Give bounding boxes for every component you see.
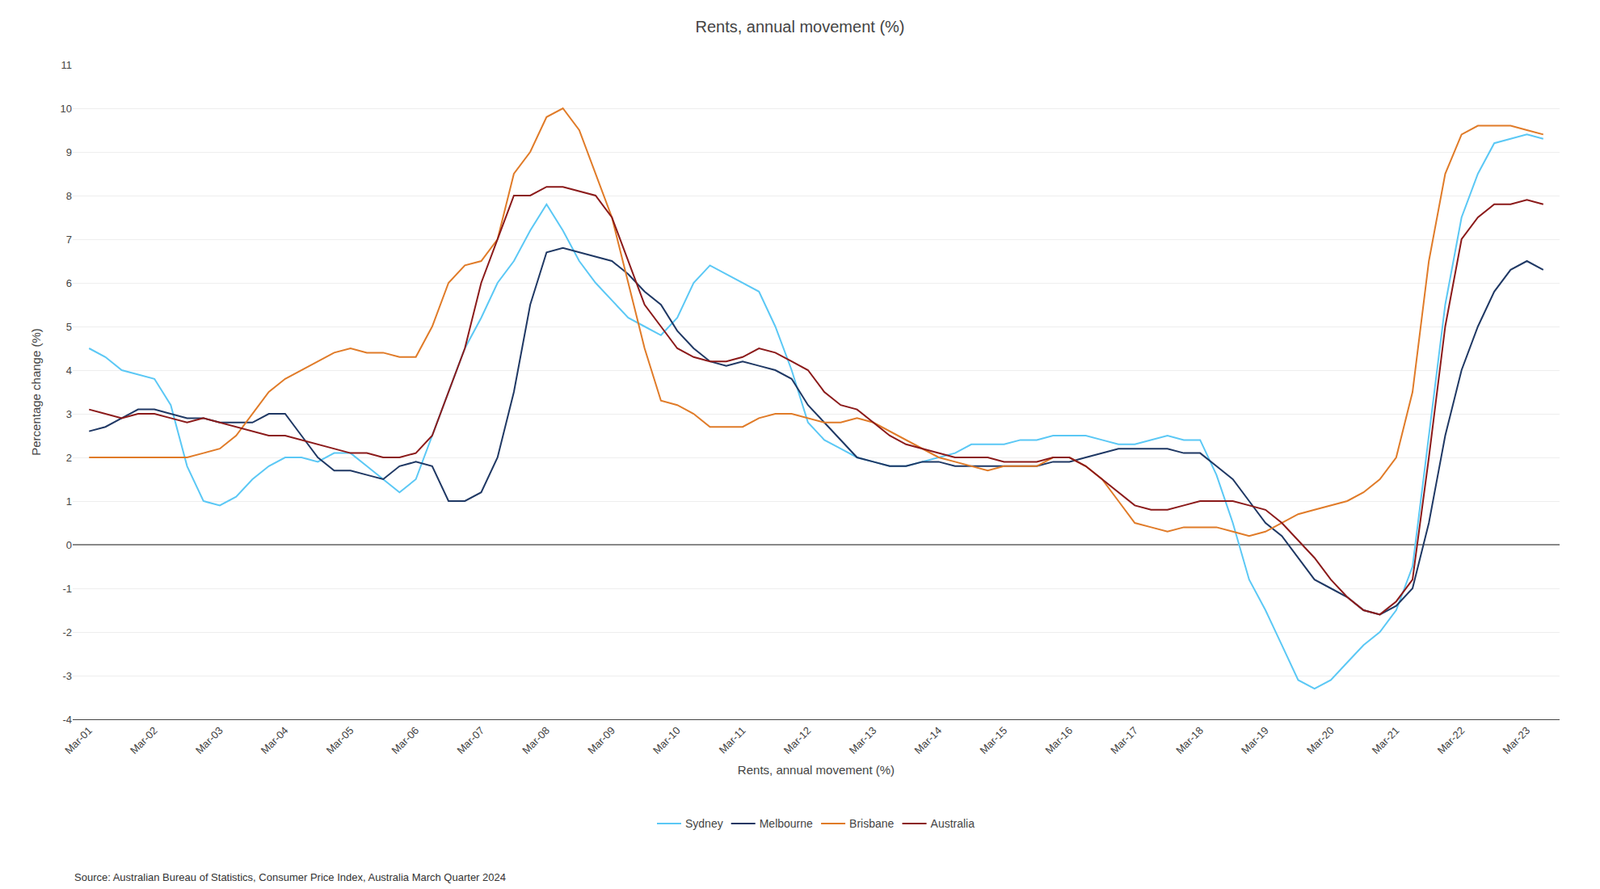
svg-text:1: 1 <box>66 495 72 508</box>
svg-text:Rents, annual movement (%): Rents, annual movement (%) <box>694 17 905 36</box>
svg-text:Mar-22: Mar-22 <box>1435 724 1468 757</box>
svg-text:-1: -1 <box>62 582 72 595</box>
svg-text:Mar-07: Mar-07 <box>454 724 487 757</box>
svg-text:Australia: Australia <box>930 816 976 830</box>
svg-text:-4: -4 <box>62 713 72 726</box>
svg-text:Mar-17: Mar-17 <box>1107 724 1141 757</box>
svg-text:Mar-12: Mar-12 <box>781 724 814 757</box>
svg-text:9: 9 <box>66 146 72 159</box>
svg-text:7: 7 <box>66 233 72 246</box>
svg-text:Mar-08: Mar-08 <box>519 724 552 757</box>
svg-text:Mar-03: Mar-03 <box>193 724 226 757</box>
svg-text:Percentage change (%): Percentage change (%) <box>29 328 43 456</box>
svg-text:Mar-13: Mar-13 <box>846 724 880 757</box>
svg-text:6: 6 <box>66 277 72 290</box>
svg-text:Mar-19: Mar-19 <box>1238 724 1272 757</box>
svg-text:Mar-18: Mar-18 <box>1173 724 1206 757</box>
svg-text:Brisbane: Brisbane <box>849 816 894 830</box>
svg-text:Rents, annual movement (%): Rents, annual movement (%) <box>737 762 895 777</box>
svg-text:Mar-21: Mar-21 <box>1369 724 1403 757</box>
svg-text:Mar-05: Mar-05 <box>324 724 357 757</box>
svg-text:Mar-14: Mar-14 <box>912 724 945 757</box>
svg-text:Mar-01: Mar-01 <box>62 724 95 757</box>
svg-text:Mar-15: Mar-15 <box>977 724 1011 757</box>
svg-text:Mar-04: Mar-04 <box>258 724 291 757</box>
svg-text:Mar-23: Mar-23 <box>1500 724 1533 757</box>
svg-text:8: 8 <box>66 189 72 203</box>
svg-text:10: 10 <box>60 102 72 115</box>
svg-text:5: 5 <box>66 320 72 333</box>
svg-text:Mar-02: Mar-02 <box>127 724 160 757</box>
svg-text:Source: Australian Bureau of S: Source: Australian Bureau of Statistics,… <box>74 871 506 884</box>
svg-text:11: 11 <box>61 58 73 72</box>
svg-text:2: 2 <box>66 451 72 464</box>
svg-text:-3: -3 <box>62 669 72 683</box>
svg-text:Melbourne: Melbourne <box>759 816 813 830</box>
svg-text:Mar-06: Mar-06 <box>389 724 422 757</box>
svg-text:4: 4 <box>66 364 72 377</box>
svg-text:Mar-16: Mar-16 <box>1042 724 1075 757</box>
svg-text:Sydney: Sydney <box>685 816 724 830</box>
svg-text:0: 0 <box>66 538 72 552</box>
svg-text:3: 3 <box>66 408 72 421</box>
svg-text:Mar-10: Mar-10 <box>650 724 683 757</box>
svg-text:Mar-09: Mar-09 <box>585 724 618 757</box>
svg-text:Mar-11: Mar-11 <box>716 724 749 756</box>
svg-text:Mar-20: Mar-20 <box>1304 724 1337 757</box>
svg-text:-2: -2 <box>62 626 72 639</box>
